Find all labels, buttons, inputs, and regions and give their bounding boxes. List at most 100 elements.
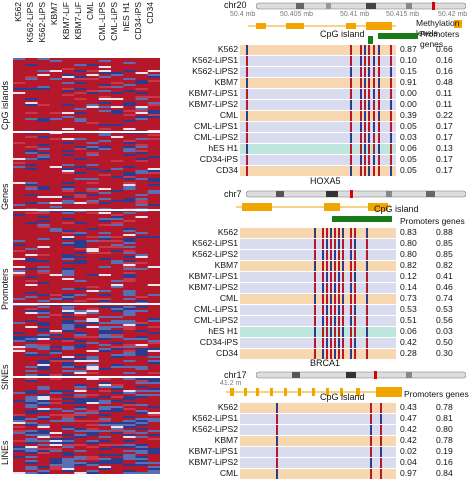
heatmap-cell bbox=[25, 118, 38, 120]
value-cell: 0.17 bbox=[436, 154, 453, 164]
row-label: KBM7-LiPS2 bbox=[188, 457, 238, 467]
heatmap-cell bbox=[37, 76, 51, 78]
heatmap-cell bbox=[111, 282, 124, 284]
heatmap-cell bbox=[86, 206, 100, 208]
heatmap-cell bbox=[37, 242, 51, 244]
methylation-mark bbox=[330, 349, 332, 359]
heatmap-cell bbox=[13, 274, 26, 276]
heatmap-cell bbox=[13, 456, 26, 458]
heatmap-cell bbox=[13, 472, 26, 474]
heatmap-cell bbox=[13, 150, 26, 152]
col-label: KBM7-LiF bbox=[61, 2, 71, 40]
heatmap-cell bbox=[37, 118, 51, 120]
heatmap-cell bbox=[62, 60, 75, 62]
methylation-mark bbox=[373, 56, 375, 66]
heatmap-cell bbox=[37, 154, 51, 156]
heatmap-cell bbox=[111, 90, 124, 92]
heatmap-cell bbox=[62, 264, 75, 266]
heatmap-cell bbox=[111, 244, 124, 246]
heatmap-cell bbox=[37, 344, 51, 346]
heatmap-cell bbox=[62, 138, 75, 140]
heatmap-cell bbox=[74, 336, 87, 338]
methylation-mark bbox=[326, 272, 328, 282]
row-label: KBM7-LiPS2 bbox=[188, 99, 238, 109]
heatmap-cell bbox=[98, 428, 112, 430]
heatmap-cell bbox=[147, 236, 160, 238]
heatmap-cell bbox=[62, 216, 75, 218]
heatmap-cell bbox=[123, 290, 136, 292]
heatmap-cell bbox=[98, 84, 112, 86]
heatmap-cell bbox=[86, 380, 100, 382]
heatmap-cell bbox=[123, 426, 136, 428]
heatmap-cell bbox=[123, 260, 136, 262]
heatmap-cell bbox=[111, 408, 124, 410]
heatmap-cell bbox=[62, 220, 75, 222]
heatmap-cell bbox=[111, 288, 124, 290]
heatmap-cell bbox=[111, 410, 124, 412]
heatmap-cell bbox=[135, 466, 149, 468]
heatmap-cell bbox=[135, 404, 149, 406]
heatmap-cell bbox=[98, 150, 112, 152]
heatmap-cell bbox=[49, 434, 63, 436]
heatmap-cell bbox=[147, 134, 160, 136]
heatmap-cell bbox=[123, 430, 136, 432]
methylation-mark bbox=[366, 305, 368, 315]
row-labels: K562 K562-LiPS1 K562-LiPS2 KBM7 KBM7-LiP… bbox=[160, 227, 238, 359]
heatmap-cell bbox=[74, 80, 87, 82]
heatmap-cell bbox=[62, 66, 75, 68]
heatmap-cell bbox=[13, 348, 26, 350]
heatmap-cell bbox=[123, 384, 136, 386]
heatmap-cell bbox=[13, 128, 26, 130]
heatmap-cell bbox=[86, 126, 100, 128]
heatmap-cell bbox=[25, 150, 38, 152]
heatmap-cell bbox=[13, 356, 26, 358]
heatmap-cell bbox=[98, 256, 112, 258]
heatmap-cell bbox=[123, 178, 136, 180]
category-label: Promoters bbox=[0, 268, 10, 310]
heatmap-cell bbox=[74, 280, 87, 282]
heatmap-cell bbox=[111, 256, 124, 258]
heatmap-cell bbox=[111, 326, 124, 328]
heatmap-cell bbox=[123, 360, 136, 362]
heatmap-cell bbox=[98, 334, 112, 336]
heatmap-cell bbox=[25, 468, 38, 470]
heatmap-cell bbox=[25, 266, 38, 268]
value-cell: 0.14 bbox=[400, 282, 417, 292]
heatmap-cell bbox=[25, 80, 38, 82]
track-area bbox=[240, 45, 396, 176]
heatmap-cell bbox=[135, 300, 149, 302]
heatmap-cell bbox=[111, 422, 124, 424]
heatmap-cell bbox=[37, 374, 51, 376]
heatmap-cell bbox=[86, 162, 100, 164]
value-cell: 0.06 bbox=[400, 326, 417, 336]
heatmap-cell bbox=[25, 422, 38, 424]
heatmap-cell bbox=[123, 468, 136, 470]
heatmap-cell bbox=[74, 386, 87, 388]
heatmap-cell bbox=[123, 300, 136, 302]
heatmap-cell bbox=[147, 426, 160, 428]
heatmap-cell bbox=[49, 418, 63, 420]
heatmap-cell bbox=[123, 190, 136, 192]
methylation-mark bbox=[373, 144, 375, 154]
heatmap-cell bbox=[74, 146, 87, 148]
heatmap-cell bbox=[111, 166, 124, 168]
heatmap-cell bbox=[111, 78, 124, 80]
heatmap-canvas bbox=[13, 58, 160, 474]
heatmap-cell bbox=[111, 294, 124, 296]
heatmap-cell bbox=[49, 204, 63, 206]
heatmap-cell bbox=[49, 170, 63, 172]
heatmap-cell bbox=[74, 88, 87, 90]
heatmap-cell bbox=[98, 212, 112, 214]
heatmap-cell bbox=[86, 180, 100, 182]
heatmap-cell bbox=[74, 160, 87, 162]
heatmap-cell bbox=[135, 172, 149, 174]
heatmap-cell bbox=[111, 462, 124, 464]
heatmap-cell bbox=[123, 396, 136, 398]
heatmap-cell bbox=[25, 104, 38, 106]
heatmap-cell bbox=[49, 186, 63, 188]
value-cell: 0.42 bbox=[400, 424, 417, 434]
heatmap-cell bbox=[147, 254, 160, 256]
heatmap-cell bbox=[86, 420, 100, 422]
heatmap-cell bbox=[13, 384, 26, 386]
heatmap-cell bbox=[147, 60, 160, 62]
